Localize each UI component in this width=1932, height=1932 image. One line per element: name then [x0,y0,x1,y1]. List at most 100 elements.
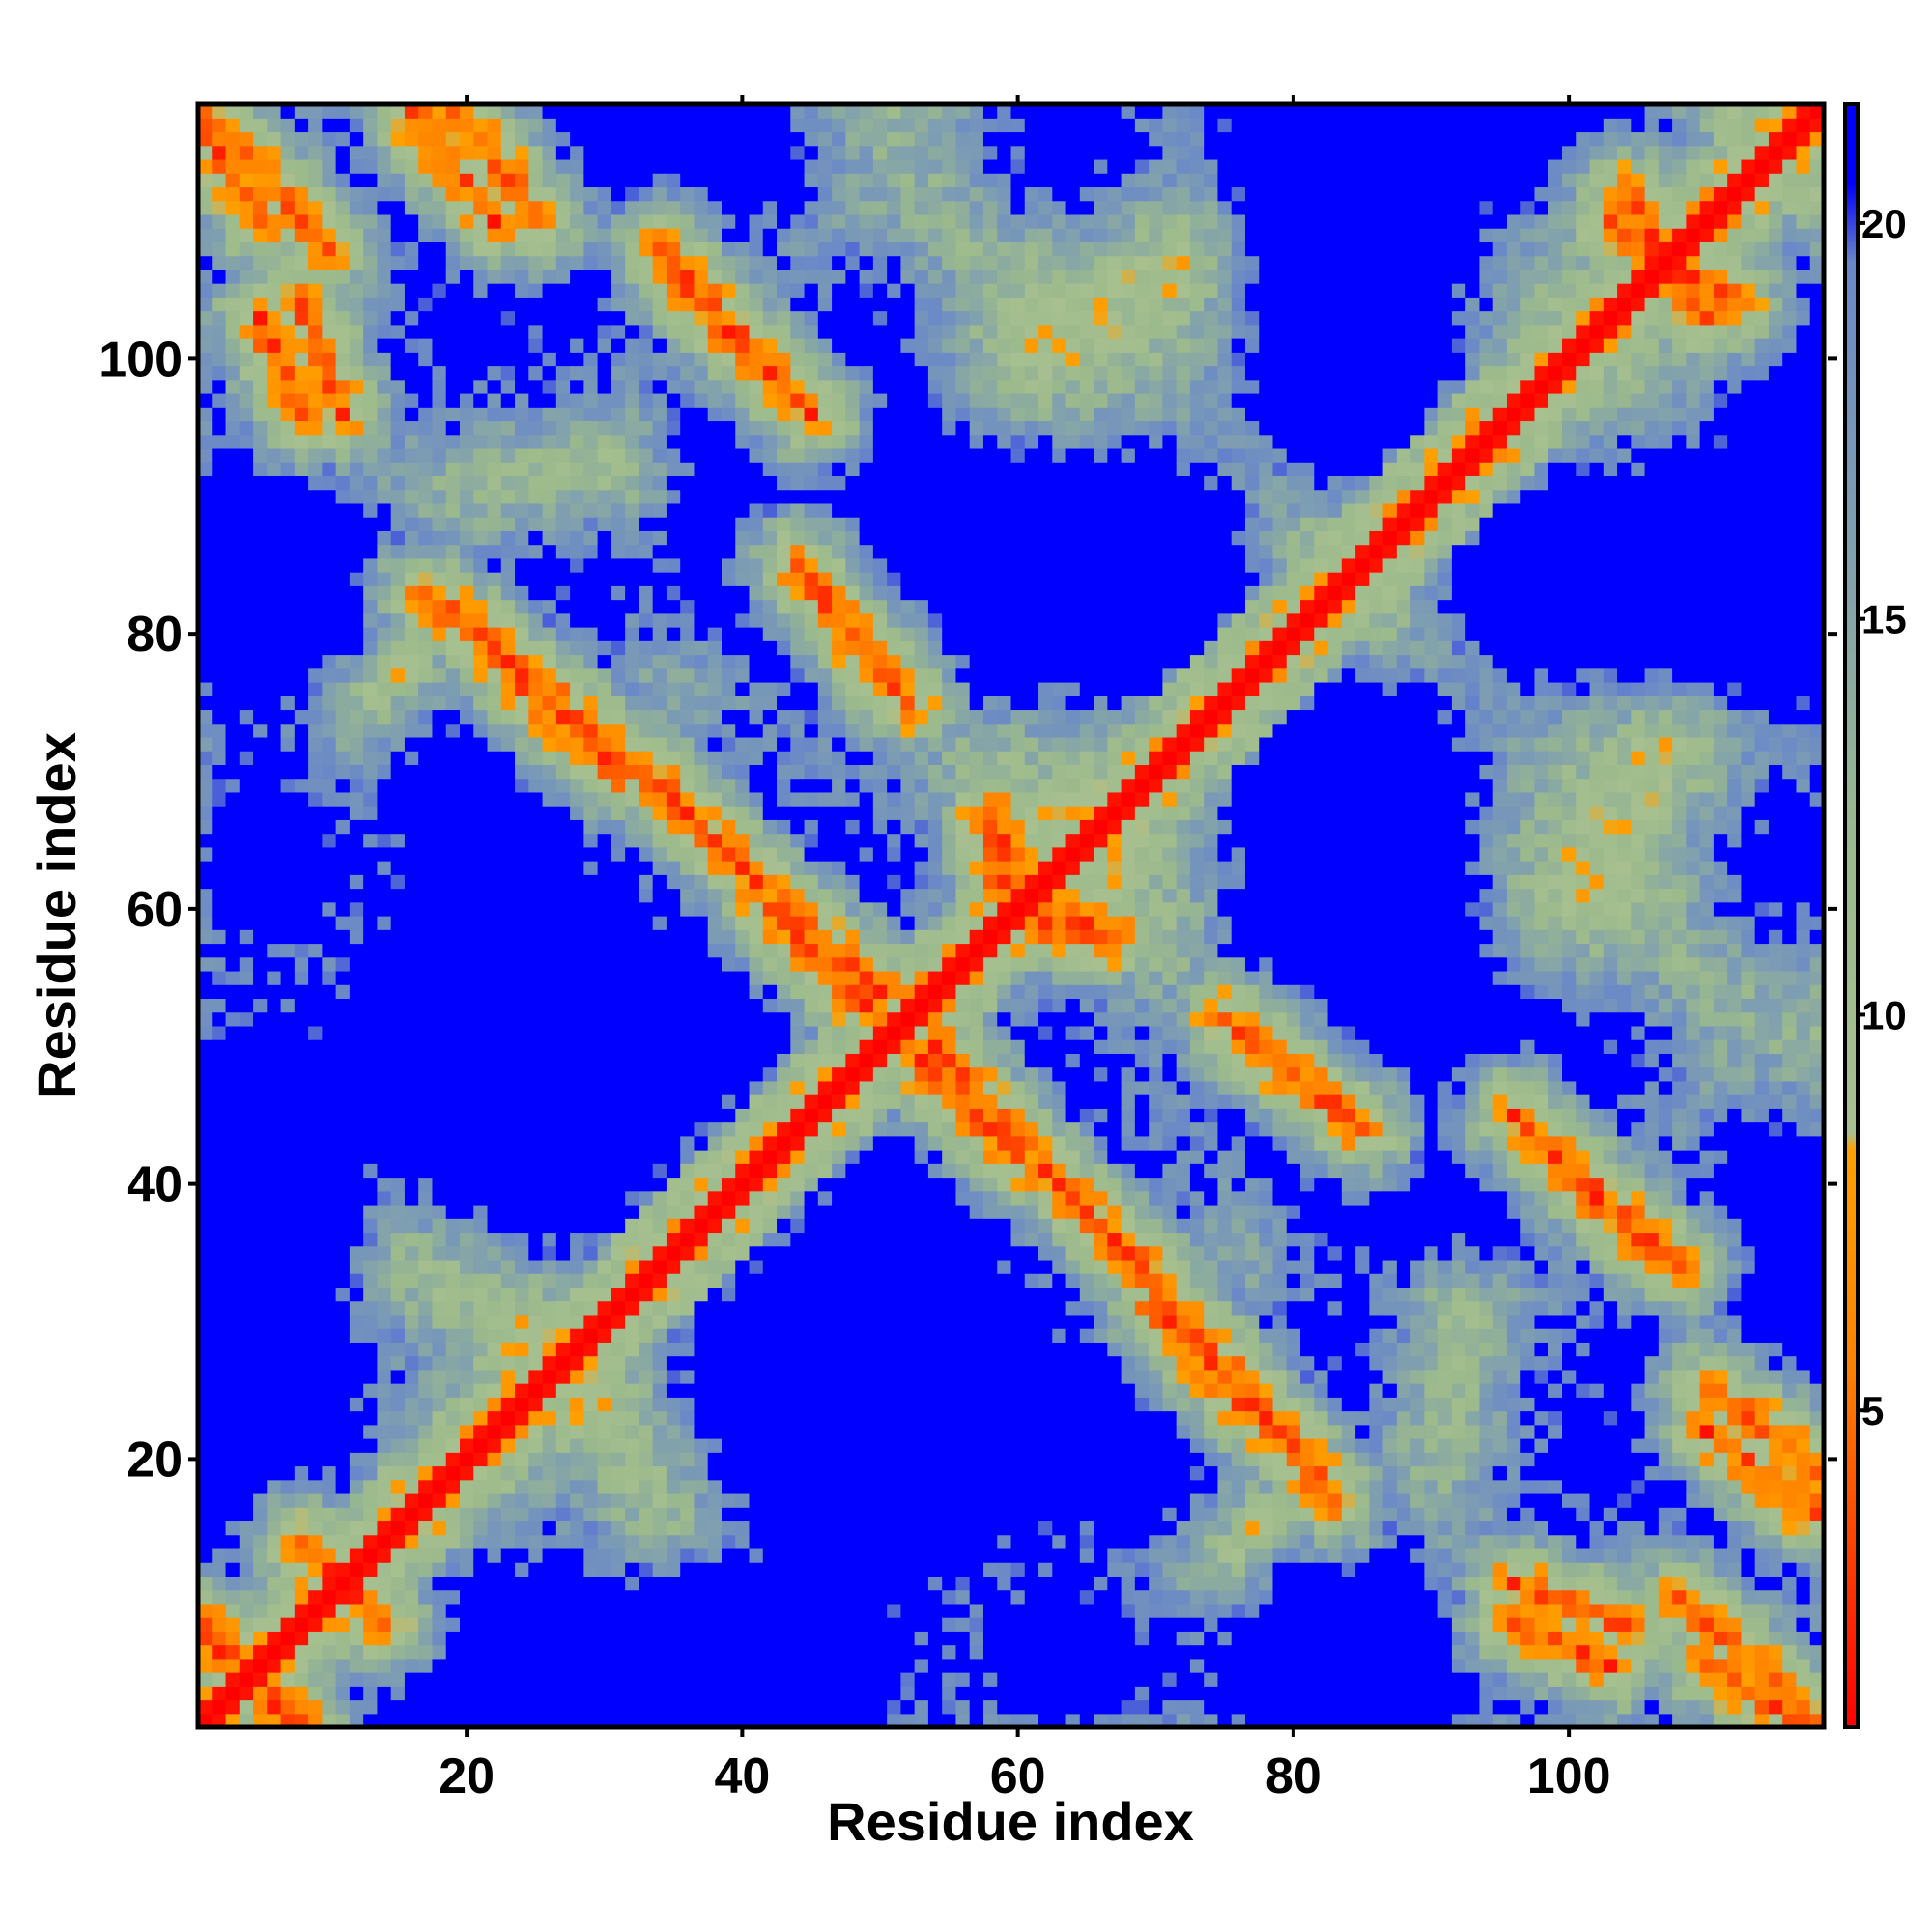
heatmap-cell [528,392,544,408]
heatmap-cell [280,901,296,917]
heatmap-cell [432,1232,447,1247]
heatmap-cell [418,1686,434,1701]
heatmap-cell [280,517,296,531]
heatmap-cell [749,1066,764,1082]
heatmap-cell [377,1383,392,1398]
heatmap-cell [555,1699,571,1715]
heatmap-cell [253,1424,268,1439]
heatmap-cell [253,118,268,133]
heatmap-cell [639,1686,654,1701]
heatmap-cell [652,1589,668,1605]
heatmap-cell [418,173,434,188]
heatmap-cell [459,338,474,353]
heatmap-cell [445,943,461,958]
heatmap-cell [432,572,447,586]
heatmap-cell [198,723,213,738]
heatmap-cell [267,283,282,298]
heatmap-cell [680,1177,696,1192]
heatmap-cell [349,297,364,312]
heatmap-cell [349,888,364,903]
heatmap-cell [528,791,544,807]
heatmap-cell [735,544,751,559]
heatmap-cell [363,434,379,449]
heatmap-cell [555,1342,571,1357]
heatmap-cell [432,709,447,724]
heatmap-cell [611,475,626,491]
heatmap-cell [680,599,696,614]
heatmap-cell [390,1410,406,1426]
heatmap-cell [694,1273,709,1289]
heatmap-cell [418,861,434,875]
heatmap-cell [280,213,296,229]
heatmap-cell [335,846,351,862]
heatmap-cell [225,462,241,477]
heatmap-cell [280,681,296,696]
heatmap-cell [694,1108,709,1123]
heatmap-cell [735,1672,751,1687]
heatmap-cell [377,1397,392,1412]
heatmap-cell [404,338,419,353]
heatmap-cell [445,1465,461,1481]
heatmap-cell [253,1603,268,1618]
heatmap-cell [418,1534,434,1549]
heatmap-cell [239,681,254,696]
heatmap-cell [694,462,709,477]
heatmap-cell [583,434,599,449]
heatmap-cell [487,1163,502,1179]
heatmap-cell [735,255,751,270]
heatmap-cell [500,806,516,820]
heatmap-cell [294,806,309,820]
heatmap-cell [335,778,351,793]
heatmap-cell [198,269,213,284]
heatmap-cell [459,585,474,601]
heatmap-cell [239,572,254,586]
heatmap-cell [363,736,379,752]
heatmap-cell [445,1204,461,1219]
heatmap-cell [666,297,681,312]
heatmap-cell [487,1273,502,1289]
heatmap-cell [459,158,474,174]
heatmap-cell [735,186,751,202]
heatmap-cell [349,1452,364,1467]
heatmap-cell [473,131,489,147]
heatmap-cell [777,1617,791,1632]
heatmap-cell [349,338,364,353]
heatmap-cell [515,434,529,449]
heatmap-cell [639,530,654,546]
heatmap-cell [583,1108,599,1123]
heatmap-cell [542,1342,557,1357]
heatmap-cell [267,874,282,890]
heatmap-cell [749,709,764,724]
heatmap-cell [418,544,434,559]
heatmap-cell [363,764,379,780]
heatmap-cell [225,379,241,394]
heatmap-cell [390,1479,406,1494]
heatmap-cell [404,846,419,862]
heatmap-cell [555,392,571,408]
heatmap-cell [652,696,668,711]
heatmap-cell [418,462,434,477]
heatmap-cell [611,1232,626,1247]
heatmap-cell [390,420,406,436]
heatmap-cell [294,1686,309,1701]
heatmap-cell [253,462,268,477]
heatmap-cell [542,764,557,780]
heatmap-cell [639,104,654,119]
heatmap-cell [294,1273,309,1289]
heatmap-cell [294,1135,309,1151]
heatmap-cell [597,173,612,188]
heatmap-cell [239,1520,254,1536]
heatmap-cell [459,1686,474,1701]
heatmap-cell [777,1163,791,1179]
heatmap-cell [570,1204,584,1219]
heatmap-cell [432,1300,447,1316]
heatmap-cell [473,654,489,669]
heatmap-cell [666,1259,681,1274]
heatmap-cell [239,901,254,917]
heatmap-cell [404,1617,419,1632]
heatmap-cell [487,943,502,958]
heatmap-cell [418,1135,434,1151]
heatmap-cell [459,228,474,242]
heatmap-cell [515,1355,529,1371]
heatmap-cell [390,1122,406,1137]
